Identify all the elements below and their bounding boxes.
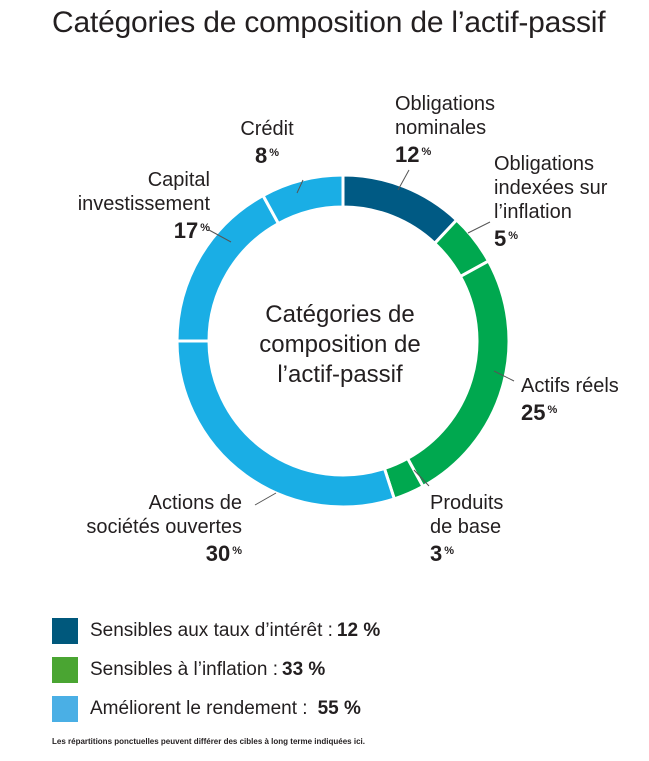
legend-swatch	[52, 618, 78, 644]
footnote: Les répartitions ponctuelles peuvent dif…	[52, 737, 365, 746]
slice-label-credit: Crédit 8%	[222, 117, 312, 169]
slice-label-line: de base	[430, 516, 502, 538]
legend-item-return: Améliorent le rendement : 55 %	[52, 696, 380, 722]
slice-label-line: Crédit	[240, 118, 294, 140]
slice-label-line: indexées sur	[494, 177, 608, 199]
legend-value: 12 %	[336, 620, 381, 641]
slice-label-line: Obligations	[395, 93, 496, 115]
slice-label-line: sociétés ouvertes	[86, 516, 242, 538]
donut-chart	[175, 169, 515, 509]
slice-value: 25%	[521, 400, 558, 425]
slice-label-produits-de-base: Produits de base 3%	[430, 491, 503, 567]
center-label-line-1: Catégories de	[265, 301, 415, 328]
leader-line-0	[397, 169, 410, 191]
slice-label-capital-investissement: Capital investissement 17%	[50, 168, 210, 244]
center-label-line-2: composition de	[259, 331, 421, 358]
slice-label-obligations-indexees: Obligations indexées sur l’inflation 5%	[494, 152, 607, 252]
slice-value: 8%	[254, 143, 280, 168]
slice-label-obligations-nominales: Obligations nominales 12%	[395, 92, 495, 168]
slice-label-line: Produits	[430, 492, 504, 514]
chart-title: Catégories de composition de l’actif-pas…	[52, 6, 606, 39]
legend: Sensibles aux taux d’intérêt : 12 % Sens…	[52, 618, 380, 735]
leader-line-1	[467, 221, 491, 234]
slice-label-line: investissement	[77, 193, 210, 215]
slice-label-line: l’inflation	[494, 201, 572, 223]
legend-swatch	[52, 657, 78, 683]
leader-line-4	[254, 492, 277, 506]
slice-label-actifs-reels: Actifs réels 25%	[521, 374, 619, 426]
slice-value: 3%	[430, 541, 455, 566]
donut-slice-0	[341, 173, 459, 246]
legend-value: 55 %	[317, 698, 361, 719]
slice-label-line: Obligations	[494, 153, 595, 175]
legend-label: Sensibles à l’inflation :	[90, 659, 278, 680]
center-label-line-3: l’actif-passif	[277, 361, 403, 388]
leader-line-3	[413, 469, 430, 487]
slice-label-line: Capital	[147, 169, 210, 191]
leader-line-2	[493, 370, 515, 382]
slice-label-line: Actions de	[148, 492, 242, 514]
slice-value: 12%	[395, 142, 432, 167]
leader-line-5	[208, 229, 232, 243]
slice-value: 17%	[173, 218, 210, 243]
slice-value: 30%	[205, 541, 242, 566]
donut-center-label: Catégories de composition de l’actif-pas…	[230, 300, 450, 390]
legend-label: Sensibles aux taux d’intérêt :	[90, 620, 333, 641]
legend-value: 33 %	[282, 659, 326, 680]
leader-line-6	[296, 179, 304, 194]
legend-item-inflation: Sensibles à l’inflation : 33 %	[52, 657, 380, 683]
slice-label-actions-societes-ouvertes: Actions de sociétés ouvertes 30%	[58, 491, 242, 567]
slice-label-line: Actifs réels	[521, 375, 619, 397]
slice-label-line: nominales	[395, 117, 487, 139]
legend-label: Améliorent le rendement :	[90, 698, 308, 719]
legend-item-interest-rate: Sensibles aux taux d’intérêt : 12 %	[52, 618, 380, 644]
slice-value: 5%	[494, 226, 519, 251]
donut-slice-6	[260, 173, 345, 226]
legend-swatch	[52, 696, 78, 722]
